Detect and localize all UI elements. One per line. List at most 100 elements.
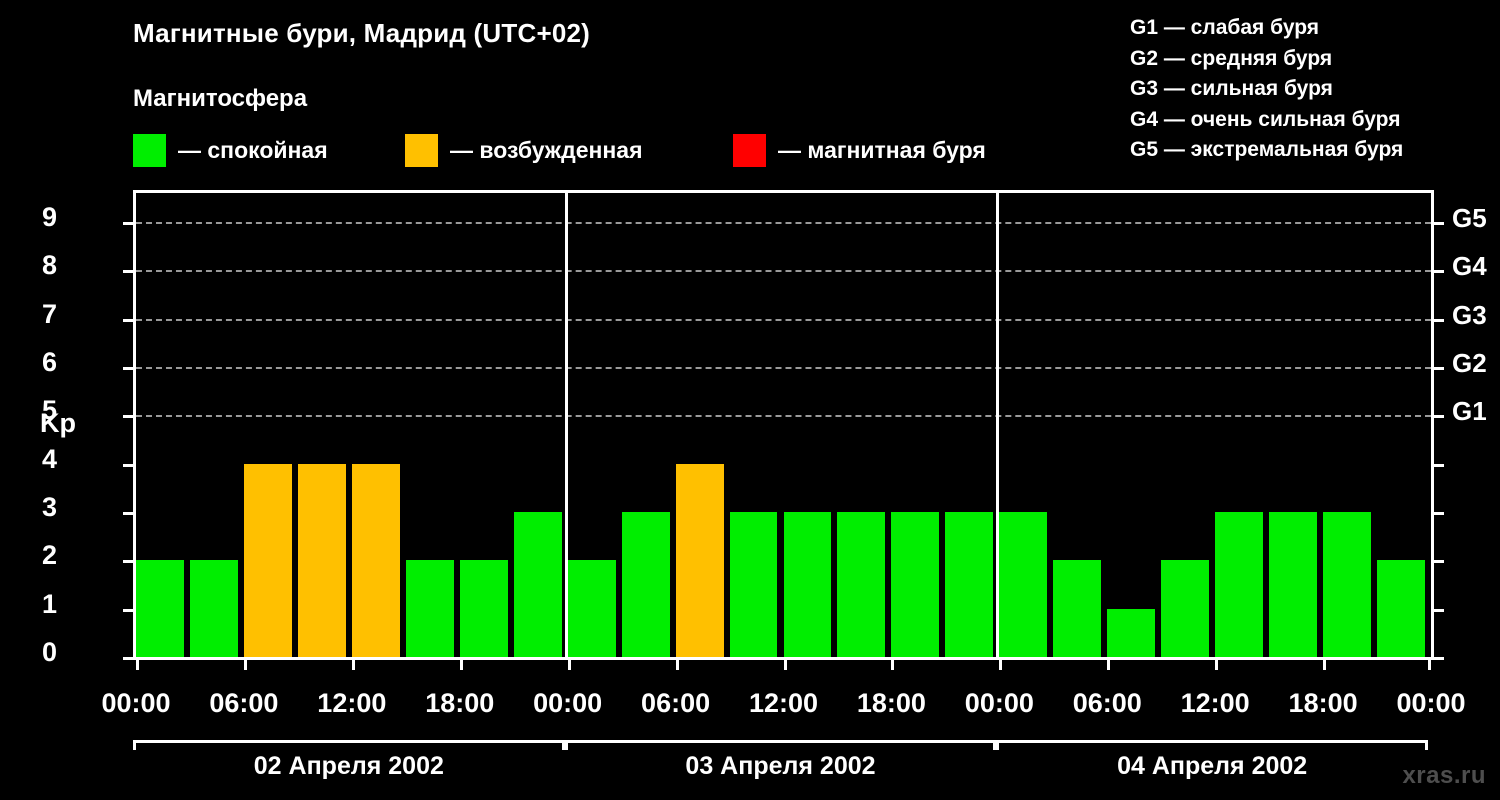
day-bracket-2	[564, 740, 997, 750]
legend-item-storm: — магнитная буря	[733, 133, 986, 167]
y-tick-right-2	[1431, 560, 1444, 564]
x-tick-11	[1323, 657, 1327, 670]
y-axis-label-0: 0	[41, 637, 57, 667]
day-bracket-1	[133, 740, 565, 750]
bar-kp-2[interactable]	[1161, 560, 1210, 657]
bar-kp-4[interactable]	[351, 463, 400, 657]
bar-kp-3[interactable]	[783, 512, 832, 657]
y-axis-label-7: 7	[41, 298, 57, 329]
x-tick-0	[136, 657, 139, 670]
y-tick-right-8	[1431, 270, 1444, 274]
gridline-kp-6	[136, 367, 1431, 369]
x-axis-label-3: 18:00	[425, 688, 495, 718]
y-axis-label-8: 8	[41, 250, 57, 281]
x-axis-label-9: 06:00	[1072, 688, 1142, 718]
x-axis-label-4: 00:00	[533, 688, 603, 718]
bar-kp-2[interactable]	[189, 560, 238, 657]
right-axis-label-g2: G2	[1452, 348, 1487, 378]
x-tick-3	[459, 657, 463, 670]
bar-kp-3[interactable]	[729, 512, 778, 657]
bar-kp-2[interactable]	[405, 560, 454, 657]
day-label-1: 02 Апреля 2002	[253, 752, 444, 780]
bar-kp-3[interactable]	[621, 512, 670, 657]
x-axis-label-11: 18:00	[1288, 688, 1358, 718]
x-tick-5	[675, 657, 679, 670]
right-axis-label-g3: G3	[1452, 299, 1487, 330]
gridline-kp-7	[136, 318, 1431, 321]
y-axis-label-5: 5	[41, 395, 57, 426]
bar-kp-2[interactable]	[1053, 560, 1102, 657]
y-tick-5	[123, 415, 136, 419]
day-brackets	[133, 740, 1434, 750]
gridline-kp-9	[136, 222, 1431, 224]
gridline-kp-8	[136, 270, 1431, 273]
bar-kp-3[interactable]	[999, 512, 1048, 657]
x-axis-label-1: 06:00	[209, 688, 279, 718]
g-scale-row-g5: G5 — экстремальная буря	[1130, 138, 1404, 161]
g-scale-legend: G1 — слабая буря G2 — средняя буря G3 — си…	[1130, 13, 1490, 166]
bar-kp-3[interactable]	[1323, 512, 1372, 657]
x-tick-2	[351, 657, 355, 670]
bar-kp-3[interactable]	[945, 512, 994, 657]
legend-swatch-storm	[733, 133, 766, 167]
y-tick-6	[123, 367, 136, 370]
y-axis-label-3: 3	[41, 492, 57, 522]
y-tick-right-5	[1431, 415, 1444, 419]
y-tick-right-0	[1431, 657, 1444, 660]
bar-kp-2[interactable]	[567, 560, 616, 657]
legend-swatch-calm	[133, 133, 166, 167]
bar-kp-3[interactable]	[1215, 512, 1264, 657]
x-tick-1	[243, 657, 247, 670]
day-separator-2	[996, 193, 1000, 657]
day-label-2: 03 Апреля 2002	[685, 752, 876, 780]
day-label-3: 04 Апреля 2002	[1117, 752, 1308, 780]
x-axis-label-10: 12:00	[1180, 688, 1250, 718]
y-tick-right-7	[1431, 318, 1444, 322]
bar-kp-1[interactable]	[1107, 608, 1156, 657]
x-tick-12	[1428, 657, 1431, 670]
day-bracket-3	[996, 740, 1428, 750]
watermark: xras.ru	[1402, 762, 1486, 789]
day-separator-1	[564, 193, 568, 657]
bar-kp-4[interactable]	[243, 463, 292, 657]
y-axis-label-1: 1	[41, 588, 57, 619]
x-tick-6	[783, 657, 787, 670]
x-axis-label-2: 12:00	[317, 688, 387, 718]
y-axis-title: Kp	[40, 408, 76, 438]
bar-kp-3[interactable]	[513, 512, 562, 657]
plot-frame	[123, 190, 1444, 670]
x-axis-label-0: 00:00	[101, 688, 171, 718]
legend-item-unsettled: — возбужденная	[405, 133, 643, 167]
right-axis-label-g4: G4	[1452, 251, 1487, 282]
g-scale-row-g1: G1 — слабая буря	[1130, 16, 1320, 39]
x-axis-label-12: 00:00	[1396, 688, 1466, 718]
bar-kp-3[interactable]	[837, 512, 886, 657]
magnetosphere-heading: Магнитосфера	[133, 85, 308, 112]
y-tick-9	[123, 222, 136, 225]
right-axis-label-g5: G5	[1452, 203, 1487, 233]
legend-label-storm: — магнитная буря	[778, 136, 986, 163]
x-tick-4	[567, 657, 571, 670]
y-tick-0	[123, 657, 136, 660]
x-tick-7	[891, 657, 895, 670]
bar-kp-2[interactable]	[136, 560, 184, 657]
y-tick-8	[123, 270, 136, 274]
y-tick-1	[123, 608, 136, 612]
y-tick-3	[123, 512, 136, 515]
bar-kp-3[interactable]	[891, 512, 940, 657]
g-scale-row-g3: G3 — сильная буря	[1130, 77, 1333, 100]
g-scale-row-g2: G2 — средняя буря	[1130, 46, 1333, 70]
bar-kp-3[interactable]	[1269, 512, 1318, 657]
y-axis-label-2: 2	[41, 540, 57, 571]
x-axis-label-6: 12:00	[748, 688, 819, 718]
y-tick-7	[123, 318, 136, 322]
bar-kp-4[interactable]	[675, 463, 724, 657]
bar-kp-4[interactable]	[297, 463, 346, 657]
y-tick-right-3	[1431, 512, 1444, 515]
legend-swatch-unsettled	[405, 133, 438, 167]
bar-kp-2[interactable]	[459, 560, 508, 657]
bar-kp-2[interactable]	[1377, 560, 1425, 657]
x-tick-9	[1107, 657, 1111, 670]
y-tick-4	[123, 463, 136, 467]
